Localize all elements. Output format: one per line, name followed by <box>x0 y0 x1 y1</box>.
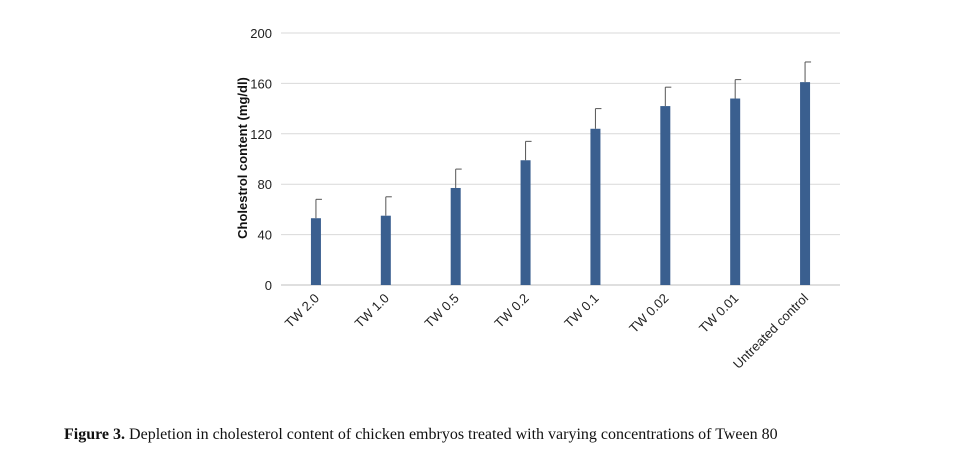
x-tick-label: TW 0.5 <box>422 291 462 331</box>
y-tick-label: 80 <box>258 177 272 192</box>
x-tick-label: TW 1.0 <box>352 291 392 331</box>
x-tick-label: TW 0.1 <box>561 291 601 331</box>
x-tick-label: TW 0.2 <box>491 291 531 331</box>
figure-label: Figure 3. <box>64 426 126 443</box>
x-tick-label: TW 2.0 <box>282 291 322 331</box>
y-tick-label: 40 <box>258 228 272 243</box>
figure-caption: Figure 3. Depletion in cholesterol conte… <box>64 426 944 444</box>
y-axis-ticks: 0 40 80 120 160 200 <box>250 26 272 293</box>
bar <box>520 160 531 285</box>
y-tick-label: 0 <box>265 278 272 293</box>
bar <box>730 98 741 286</box>
x-tick-label: TW 0.02 <box>626 291 671 336</box>
x-tick-label: Untreated control <box>730 290 811 371</box>
x-tick-label: TW 0.01 <box>696 291 741 336</box>
bar <box>450 187 461 285</box>
figure-caption-text: Depletion in cholesterol content of chic… <box>125 426 778 443</box>
bar <box>590 128 601 285</box>
y-tick-label: 120 <box>250 127 272 142</box>
y-axis-title: Cholestrol content (mg/dl) <box>235 77 250 239</box>
error-bars <box>315 61 812 219</box>
gridlines <box>281 32 840 286</box>
bar <box>800 82 811 285</box>
y-tick-label: 160 <box>250 76 272 91</box>
bar <box>660 106 671 285</box>
bars <box>310 82 811 286</box>
bar <box>310 218 321 285</box>
y-tick-label: 200 <box>250 26 272 41</box>
bar <box>380 215 391 285</box>
x-axis-ticks: TW 2.0 TW 1.0 TW 0.5 TW 0.2 TW 0.1 TW 0.02 TW … <box>282 290 811 371</box>
